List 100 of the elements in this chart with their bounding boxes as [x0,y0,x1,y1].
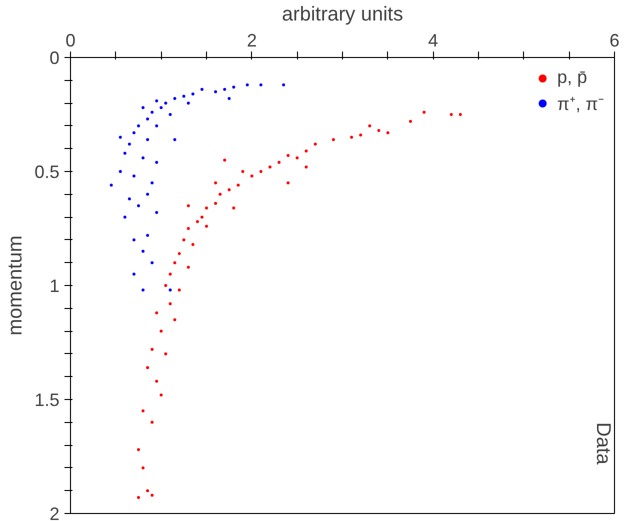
point [186,266,190,269]
point [186,102,190,105]
point [128,197,131,200]
point [232,206,236,210]
y-tick-label: 1.5 [34,390,60,410]
point [137,124,140,128]
point [450,113,453,116]
point [173,318,176,322]
point [155,160,158,164]
point [304,149,308,152]
point [205,206,208,210]
point [110,184,113,187]
point [142,156,145,160]
point [259,170,262,173]
point [160,106,163,110]
point [142,250,145,253]
point [205,224,208,228]
point [386,131,390,134]
point [142,288,145,292]
point [137,448,140,452]
point [150,181,154,184]
point [137,496,140,500]
point [282,83,286,86]
point [123,216,126,219]
y-tick-label: 1 [49,276,60,296]
point [186,227,190,230]
point [168,113,172,116]
point [168,288,172,292]
point [200,88,204,91]
point [278,160,281,164]
x-tick-label: 0 [65,30,76,50]
point [232,86,236,89]
point [191,242,194,246]
point [458,113,462,116]
point [214,181,218,184]
legend-label: p, p̄ [557,67,588,88]
point [132,131,136,134]
point [142,466,145,470]
point [128,142,131,146]
point [150,494,154,497]
point [164,102,168,105]
point [173,97,176,100]
point [173,261,176,264]
legend-label: π⁺, π⁻ [557,93,604,115]
point [123,152,126,155]
point [150,348,154,351]
point [168,302,172,306]
point [422,110,426,114]
point [332,138,335,142]
point [228,97,231,100]
x-axis-title: arbitrary units [282,4,404,26]
point [155,380,158,383]
point [146,234,150,237]
point [155,311,158,314]
point [173,138,176,142]
point [146,366,150,370]
point [196,220,199,224]
point [142,106,145,110]
point [259,83,262,86]
point [223,158,226,162]
point [200,216,204,219]
point [142,409,145,412]
point [150,261,154,264]
point [350,136,354,139]
point [314,142,317,146]
point [228,188,231,192]
point [214,90,218,94]
point [214,202,218,205]
point [146,489,150,492]
point [146,138,150,142]
point [132,238,136,242]
point [246,83,249,86]
point [137,204,140,208]
point [241,170,244,173]
point [182,238,186,242]
point [150,420,154,424]
point [155,99,158,102]
point [359,134,362,137]
point [286,181,290,184]
point [409,120,412,123]
point [164,284,168,287]
point [160,393,163,396]
point [168,272,172,276]
y-tick-label: 2 [49,504,60,521]
x-tick-label: 2 [246,30,257,50]
point [155,211,158,214]
point [368,124,372,128]
y-tick-label: 0 [49,48,60,68]
point [146,118,150,121]
point [304,165,308,168]
point [178,252,181,256]
point [150,110,154,114]
x-tick-label: 6 [609,30,620,50]
point [268,165,272,168]
point [191,92,194,96]
y-tick-label: 0.5 [34,162,60,182]
point [146,192,150,196]
point [223,88,226,91]
point [164,352,168,356]
point [132,272,136,276]
